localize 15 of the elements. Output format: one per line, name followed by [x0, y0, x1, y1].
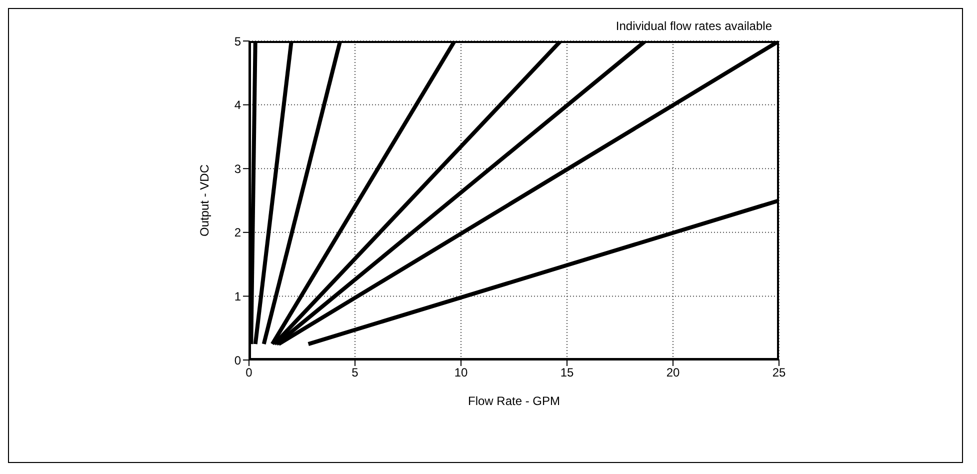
y-axis-title: Output - VDC: [197, 164, 212, 237]
x-tick-label: 20: [666, 366, 680, 380]
x-tick-label: 10: [454, 366, 468, 380]
y-tick-label: 2: [234, 226, 242, 240]
x-tick-label: 5: [352, 366, 359, 380]
y-tick-label: 5: [234, 34, 242, 48]
y-tick-label: 0: [234, 353, 242, 368]
x-tick-label: 15: [560, 366, 574, 380]
y-tick-label: 1: [234, 289, 242, 304]
x-axis-title: Flow Rate - GPM: [468, 394, 560, 408]
y-tick-label: 4: [234, 98, 242, 112]
text: Individual flow rates available: [616, 19, 772, 33]
y-tick-label: 3: [234, 162, 242, 176]
x-tick-label: 25: [772, 366, 786, 380]
x-tick-label: 0: [246, 366, 253, 380]
